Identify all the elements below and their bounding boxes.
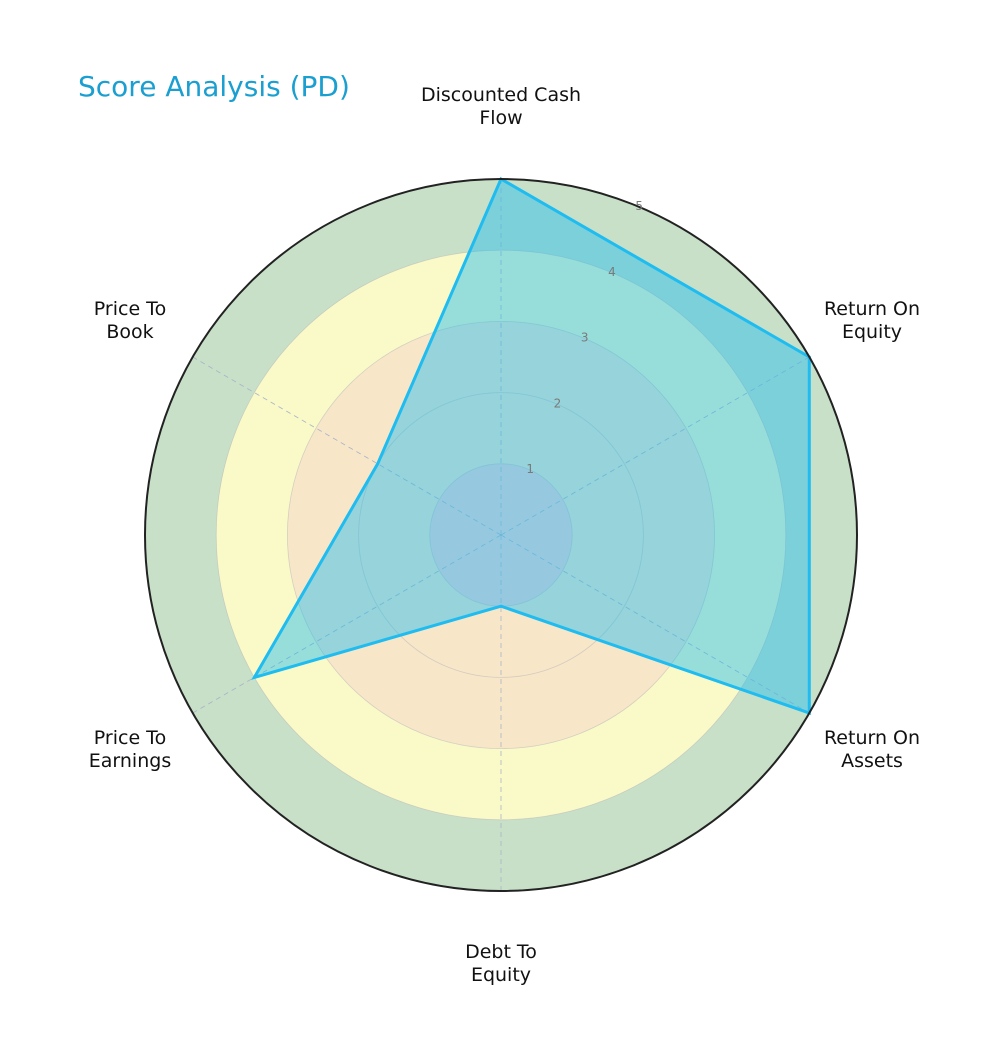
grid-ring <box>215 249 787 821</box>
chart-title: Score Analysis (PD) <box>78 70 350 103</box>
r-tick-label: 4 <box>608 265 616 279</box>
axis-label: Earnings <box>89 750 171 772</box>
r-tick-label: 5 <box>635 199 643 213</box>
r-tick-label: 3 <box>581 331 589 345</box>
axis-label: Assets <box>841 750 903 772</box>
axis-label: Price To <box>94 727 166 749</box>
axis-label: Debt To <box>465 941 537 963</box>
r-tick-label: 2 <box>554 396 562 410</box>
axis-label: Book <box>106 321 153 343</box>
outer-border <box>144 178 858 892</box>
axis-label: Return On <box>824 727 920 749</box>
grid-ring <box>286 320 716 750</box>
axis-label: Equity <box>471 964 531 986</box>
axis-label: Flow <box>479 107 522 129</box>
axis-label: Equity <box>842 321 902 343</box>
axis-label: Discounted Cash <box>421 84 581 106</box>
axis-label: Return On <box>824 298 920 320</box>
grid-ring <box>358 392 644 678</box>
axis-label: Price To <box>94 298 166 320</box>
r-tick-label: 1 <box>526 462 534 476</box>
